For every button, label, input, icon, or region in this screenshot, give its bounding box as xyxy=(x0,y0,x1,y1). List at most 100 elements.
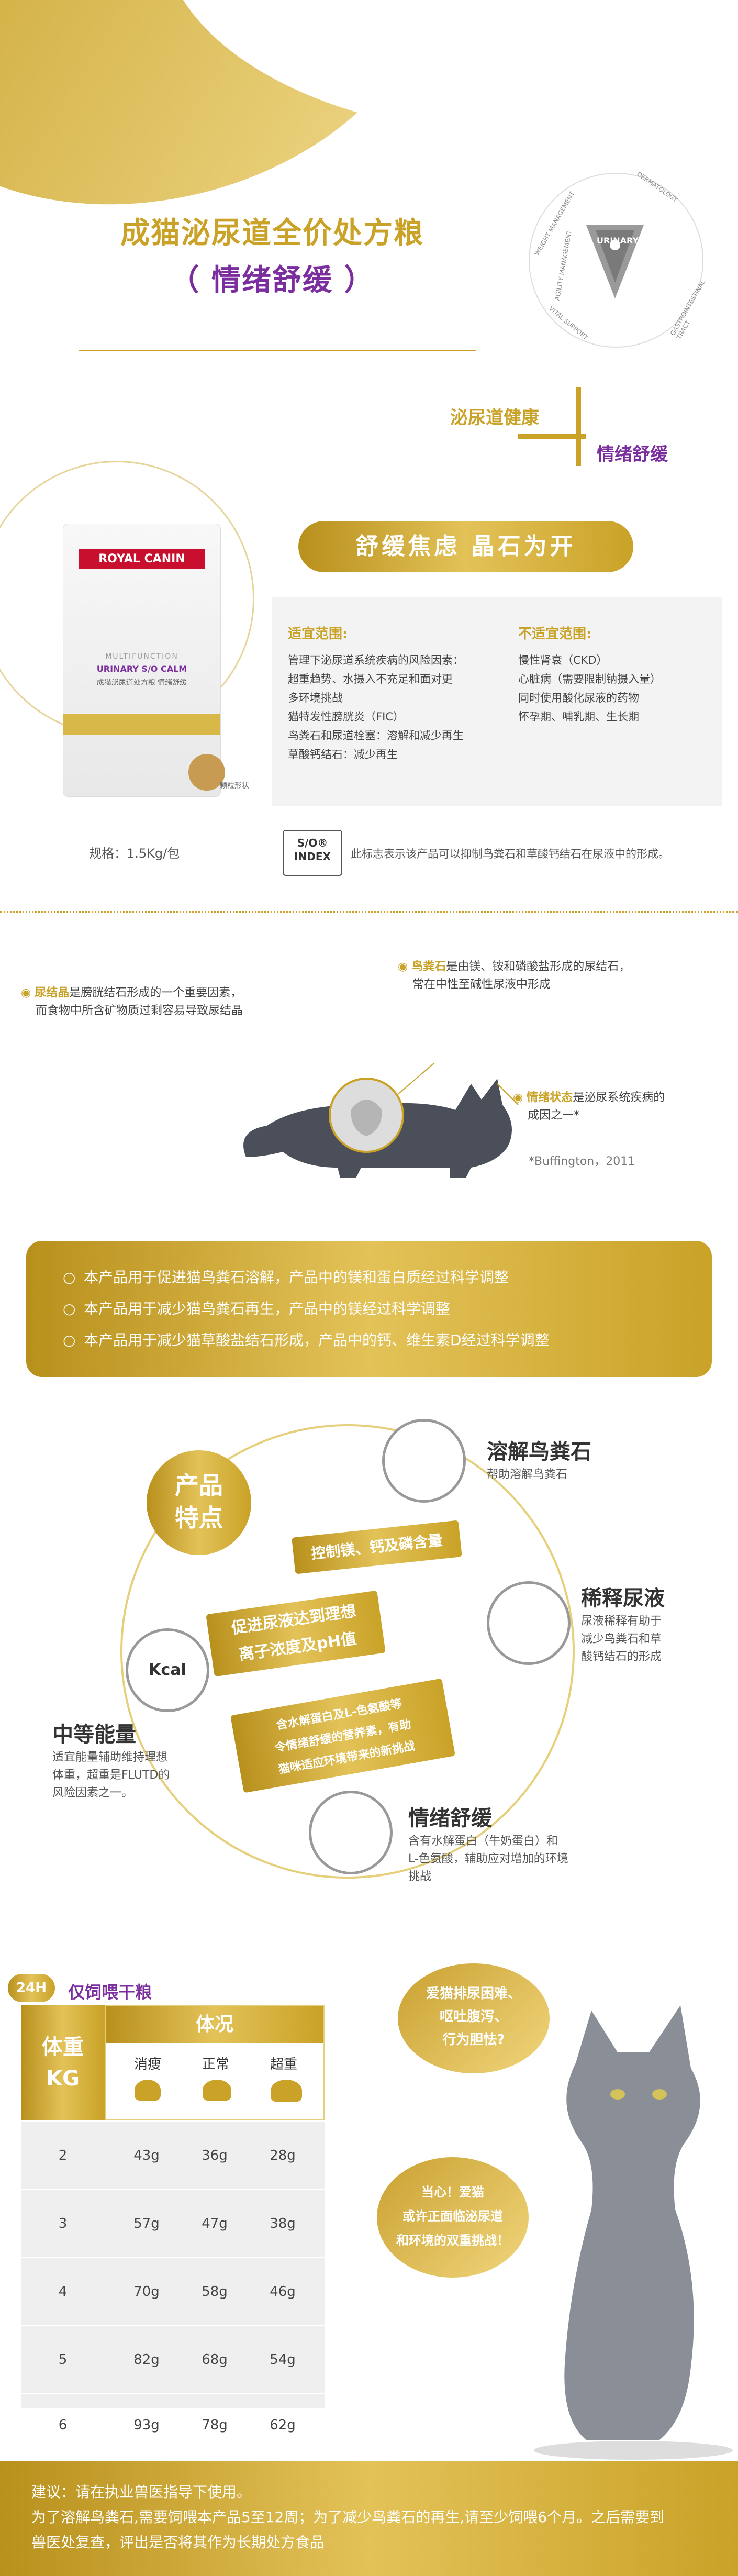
unsuitable-item: 慢性肾衰（CKD） xyxy=(518,654,608,667)
tag-urinary-health: 泌尿道健康 xyxy=(450,407,539,428)
annot-text: 是泌尿系统疾病的 xyxy=(573,1091,665,1104)
dotted-divider xyxy=(0,911,738,913)
claims-box: 本产品用于促进猫鸟粪石溶解，产品中的镁和蛋白质经过科学调整 本产品用于减少猫鸟粪… xyxy=(26,1241,712,1377)
table-row: 2 43g 36g 28g xyxy=(21,2120,325,2190)
speech-line: 呕吐腹泻、 xyxy=(439,2009,508,2025)
suitable-title: 适宜范围: xyxy=(288,626,348,642)
cell-kg: 2 xyxy=(58,2148,68,2163)
cell-over: 54g xyxy=(270,2352,296,2368)
annot-text: 是由镁、铵和磷酸盐形成的尿结石， xyxy=(446,960,631,973)
weight-header: 体重 KG xyxy=(21,2005,105,2120)
index-label: INDEX xyxy=(294,850,331,863)
unsuitable-item: 心脏病（需要限制钠摄入量） xyxy=(518,673,661,685)
annot-text: 而食物中所含矿物质过剩容易导致尿结晶 xyxy=(36,1004,243,1017)
footer-line: 兽医处复查，评出是否将其作为长期处方食品 xyxy=(31,2534,325,2551)
feature-desc-line: 尿液稀释有助于 xyxy=(581,1615,662,1628)
page-subtitle: （ 情绪舒缓 ） xyxy=(170,263,375,297)
cell-over: 46g xyxy=(270,2284,296,2300)
product-name: URINARY S/O CALM xyxy=(96,664,187,674)
footer-bar: 建议：请在执业兽医指导下使用。 为了溶解鸟粪石,需要饲喂本产品5至12周；为了减… xyxy=(0,2461,738,2576)
kibble-image xyxy=(188,754,225,791)
annot-crystal: ◉ 尿结晶是膀胱结石形成的一个重要因素， 而食物中所含矿物质过剩容易导致尿结晶 xyxy=(21,984,243,1020)
feature-desc-line: 风险因素之一。 xyxy=(52,1786,133,1800)
feature-desc-line: 体重，超重是FLUTD的 xyxy=(52,1769,170,1782)
thin-cat-icon xyxy=(135,2080,161,2101)
col-normal: 正常 xyxy=(202,2057,229,2072)
feature-desc-line: 减少鸟粪石和草 xyxy=(581,1633,662,1646)
suitable-item: 草酸钙结石：减少再生 xyxy=(288,748,398,761)
unsuitable-title: 不适宜范围: xyxy=(518,626,592,642)
index-note: 此标志表示该产品可以抑制鸟粪石和草酸钙结石在尿液中的形成。 xyxy=(351,848,669,860)
tag-divider-vertical xyxy=(576,387,581,466)
features-circle xyxy=(120,1424,575,1879)
tag-calm: 情绪舒缓 xyxy=(597,444,668,465)
condition-header: 体况 消瘦 正常 超重 xyxy=(105,2005,325,2120)
page-title: 成猫泌尿道全价处方粮 xyxy=(120,216,424,250)
annot-bold: 鸟粪石 xyxy=(411,960,446,973)
bubble-label: 特点 xyxy=(175,1504,223,1532)
suitable-item: 管理下泌尿道系统疾病的风险因素： xyxy=(288,654,464,667)
cat-silhouette-icon xyxy=(243,1062,519,1178)
suitable-block: 适宜范围: 管理下泌尿道系统疾病的风险因素： 超重趋势、水摄入不充足和面对更 多… xyxy=(288,623,464,764)
col-thin: 消瘦 xyxy=(133,2057,161,2072)
kibble-label: 颗粒形状 xyxy=(220,782,249,790)
cell-normal: 36g xyxy=(202,2148,228,2163)
speech-line: 和环境的双重挑战！ xyxy=(396,2233,509,2248)
so-index-logo: S/O® INDEX xyxy=(283,830,342,876)
feature-desc-line: 挑战 xyxy=(408,1870,432,1883)
gray-cat-icon xyxy=(534,2005,733,2460)
feature-title: 情绪舒缓 xyxy=(408,1806,492,1830)
unsuitable-item: 同时使用酸化尿液的药物 xyxy=(518,692,639,704)
suitable-item: 鸟粪石和尿道栓塞：溶解和减少再生 xyxy=(288,729,464,742)
annot-bold: 尿结晶 xyxy=(35,986,70,1000)
table-row: 5 82g 68g 54g xyxy=(21,2325,325,2394)
feature-desc: 适宜能量辅助维持理想 体重，超重是FLUTD的 风险因素之一。 xyxy=(52,1749,170,1802)
weight-label: KG xyxy=(46,2067,80,2091)
title-divider xyxy=(79,350,476,351)
cell-thin: 82g xyxy=(133,2352,160,2368)
banner: 舒缓焦虑 晶石为开 xyxy=(298,521,633,572)
annot-struvite: ◉ 鸟粪石是由镁、铵和磷酸盐形成的尿结石， 常在中性至碱性尿液中形成 xyxy=(398,958,630,994)
annot-bold: 情绪状态 xyxy=(527,1091,573,1104)
claim-item: 本产品用于减少猫鸟粪石再生，产品中的镁经过科学调整 xyxy=(26,1293,712,1325)
claim-item: 本产品用于促进猫鸟粪石溶解，产品中的镁和蛋白质经过科学调整 xyxy=(26,1262,712,1293)
feature-desc-line: 适宜能量辅助维持理想 xyxy=(52,1751,168,1764)
suitable-item: 多环境挑战 xyxy=(288,692,343,704)
logo-urinary-label: URINARY xyxy=(597,236,639,246)
cell-normal: 68g xyxy=(202,2352,228,2368)
speech-line: 当心！爱猫 xyxy=(421,2185,484,2200)
feature-desc: 帮助溶解鸟粪石 xyxy=(487,1468,568,1481)
unsuitable-item: 怀孕期、哺乳期、生长期 xyxy=(518,710,639,723)
cell-thin: 57g xyxy=(133,2216,160,2231)
24h-badge: 24H xyxy=(8,1974,55,2002)
speech-line: 行为胆怯? xyxy=(442,2032,505,2048)
feature-title: 溶解鸟粪石 xyxy=(487,1440,591,1464)
struvite-icon xyxy=(382,1419,466,1503)
cell-kg: 6 xyxy=(58,2417,68,2433)
cell-normal: 78g xyxy=(202,2417,228,2433)
bullet-icon: ◉ xyxy=(398,960,412,973)
suitable-item: 猫特发性膀胱炎（FIC） xyxy=(288,710,404,723)
bullet-icon: ◉ xyxy=(513,1091,527,1104)
table-row: 6 93g 78g 62g xyxy=(21,2393,325,2457)
cell-kg: 4 xyxy=(58,2284,68,2300)
dilute-urine-icon xyxy=(487,1581,571,1665)
cell-kg: 3 xyxy=(58,2216,68,2231)
range-panel: 适宜范围: 管理下泌尿道系统疾病的风险因素： 超重趋势、水摄入不充足和面对更 多… xyxy=(272,597,722,806)
feature-desc: 尿液稀释有助于 减少鸟粪石和草 酸钙结石的形成 xyxy=(581,1613,662,1666)
features-bubble: 产品 特点 xyxy=(147,1450,251,1555)
claim-item: 本产品用于减少猫草酸盐结石形成，产品中的钙、维生素D经过科学调整 xyxy=(26,1325,712,1356)
cell-over: 38g xyxy=(270,2216,296,2231)
product-spec: 规格：1.5Kg/包 xyxy=(89,846,180,861)
citation: *Buffington，2011 xyxy=(529,1155,635,1168)
product-brand: ROYAL CANIN xyxy=(79,549,205,569)
feature-title: 中等能量 xyxy=(52,1723,136,1747)
col-over: 超重 xyxy=(270,2057,297,2072)
feature-desc: 含有水解蛋白（牛奶蛋白）和 L-色氨酸，辅助应对增加的环境 挑战 xyxy=(408,1833,568,1886)
cell-kg: 5 xyxy=(58,2352,68,2368)
product-bag: ROYAL CANIN MULTIFUNCTION URINARY S/O CA… xyxy=(63,524,221,797)
feature-desc-line: 酸钙结石的形成 xyxy=(581,1650,662,1663)
footer-line: 为了溶解鸟粪石,需要饲喂本产品5至12周；为了减少鸟粪石的再生,请至少饲喂6个月… xyxy=(31,2508,665,2526)
unsuitable-block: 不适宜范围: 慢性肾衰（CKD） 心脏病（需要限制钠摄入量） 同时使用酸化尿液的… xyxy=(518,623,661,726)
cell-over: 28g xyxy=(270,2148,296,2163)
